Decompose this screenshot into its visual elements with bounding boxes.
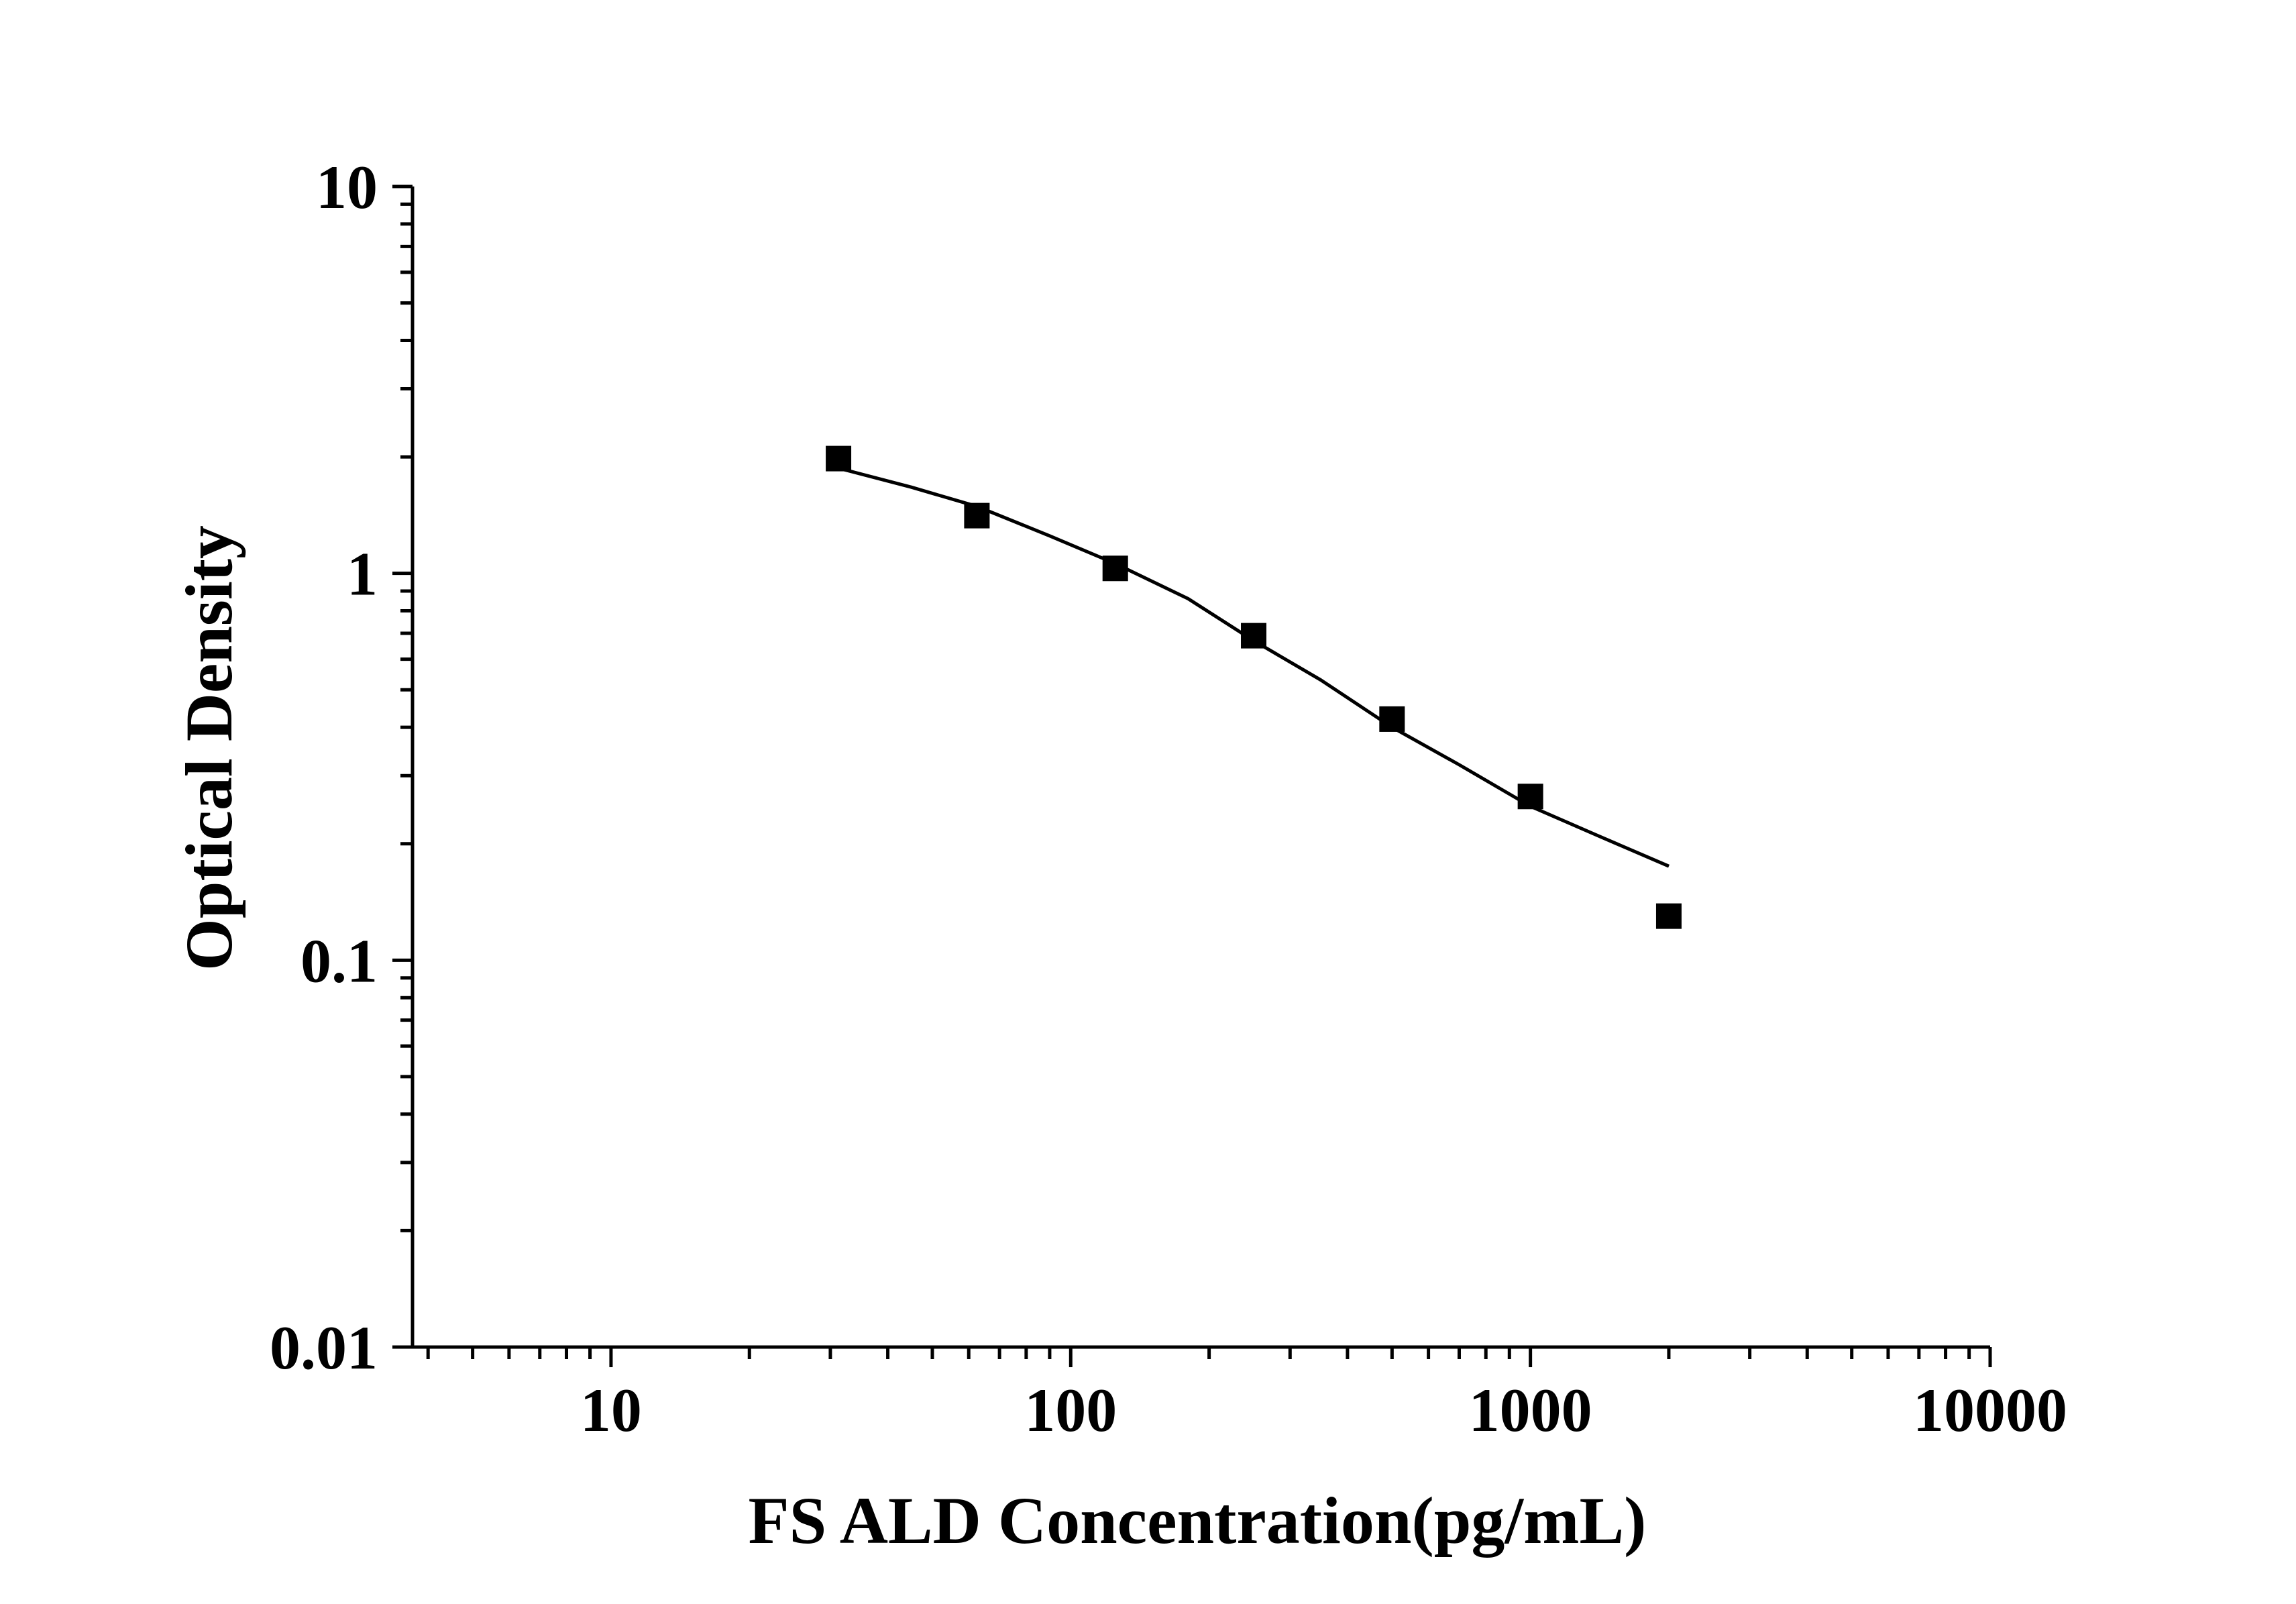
data-point-marker <box>964 502 990 529</box>
x-tick-label: 1000 <box>1469 1376 1592 1444</box>
data-point-marker <box>826 445 852 472</box>
axes <box>392 184 1992 1367</box>
x-tick-label: 10 <box>580 1376 642 1444</box>
data-point-marker <box>1517 784 1543 810</box>
y-tick-label: 0.01 <box>270 1314 378 1382</box>
x-axis-title: FS ALD Concentration(pg/mL) <box>749 1483 1647 1558</box>
y-axis-title: Optical Density <box>172 525 246 971</box>
y-tick-label: 10 <box>316 153 378 221</box>
x-tick-label: 10000 <box>1913 1376 2067 1444</box>
y-axis-ticks <box>392 184 413 1349</box>
data-point-marker <box>1655 903 1682 929</box>
y-tick-label: 1 <box>347 540 378 608</box>
fit-curve-line <box>838 466 1670 868</box>
data-point-marker <box>1102 555 1128 582</box>
x-tick-label: 100 <box>1024 1376 1117 1444</box>
x-axis-tick-labels: 10 100 1000 10000 <box>580 1376 2067 1444</box>
data-point-marker <box>1379 706 1405 732</box>
data-point-marker <box>1241 623 1267 649</box>
x-axis-ticks <box>426 1347 1992 1367</box>
plot-series <box>826 445 1682 929</box>
y-tick-label: 0.1 <box>300 926 378 995</box>
y-axis-tick-labels: 0.01 0.1 1 10 <box>270 153 378 1382</box>
